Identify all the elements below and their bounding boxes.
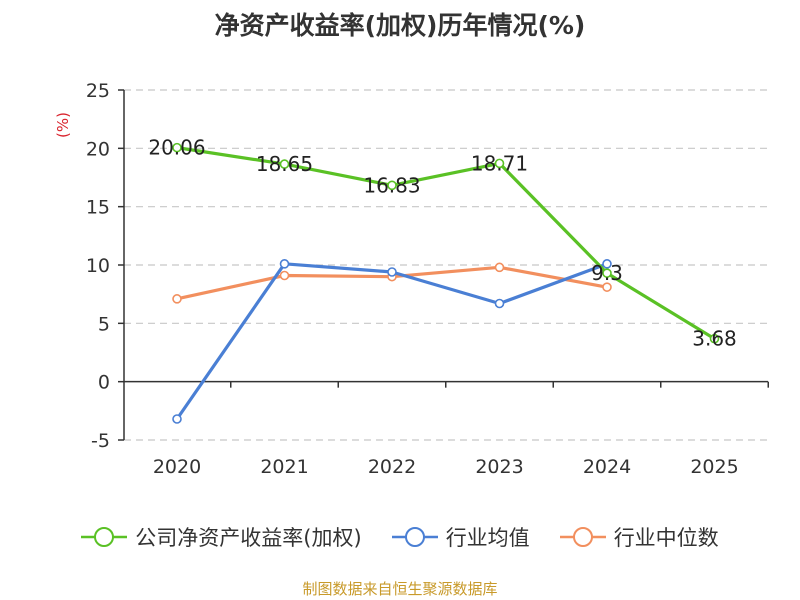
y-tick-label: 25 [86,80,110,102]
data-point [279,159,290,169]
data-point [172,294,182,304]
data-point [279,259,290,269]
data-point [172,414,182,424]
data-labels: 20.06 18.65 16.83 18.71 9.3 3.68 [148,136,736,351]
y-tick-label: 15 [86,197,110,219]
y-tick-label: 0 [98,372,110,394]
data-label: 18.71 [471,151,528,175]
legend-label: 行业均值 [445,526,530,550]
data-point [602,268,612,278]
source-note: 制图数据来自恒生聚源数据库 [302,580,498,598]
x-tick-label: 2020 [153,456,201,478]
data-point [494,262,505,273]
y-tick-label: 20 [86,138,110,160]
x-tick-label: 2024 [583,456,631,478]
x-tick-label: 2022 [368,456,416,478]
legend-item: 行业中位数 [559,522,719,552]
data-point [279,270,290,281]
chart-title: 净资产收益率(加权)历年情况(%) [214,11,586,40]
data-point [172,142,182,153]
data-label: 18.65 [256,152,313,176]
data-point [602,282,612,292]
legend-label: 行业中位数 [613,526,719,550]
x-tick-label: 2025 [690,456,738,478]
legend-item: 公司净资产收益率(加权) [81,522,362,552]
data-point [494,158,505,169]
data-point [387,180,397,191]
data-label: 20.06 [148,136,205,160]
data-point [602,259,612,269]
y-tick-label: 5 [98,313,110,335]
data-label: 9.3 [591,261,623,285]
data-point [709,333,720,344]
legend-label: 公司净资产收益率(加权) [135,526,362,550]
legend-marker-icon [81,527,128,547]
legend-marker-icon [559,527,606,547]
x-tick-label: 2023 [475,456,523,478]
data-label: 3.68 [692,327,737,351]
data-label: 16.83 [363,173,420,197]
y-axis-unit-label: (%) [54,112,72,138]
y-tick-label: 10 [86,255,110,277]
series-lines [172,142,720,424]
data-point [494,298,505,309]
legend-item: 行业均值 [391,522,530,552]
x-tick-label: 2021 [260,456,308,478]
series-line [175,262,608,420]
data-point [387,267,397,277]
legend: 公司净资产收益率(加权) 行业均值 行业中位数 [0,520,800,554]
series-line [176,146,716,341]
legend-marker-icon [391,527,438,547]
y-tick-label: -5 [91,430,110,452]
